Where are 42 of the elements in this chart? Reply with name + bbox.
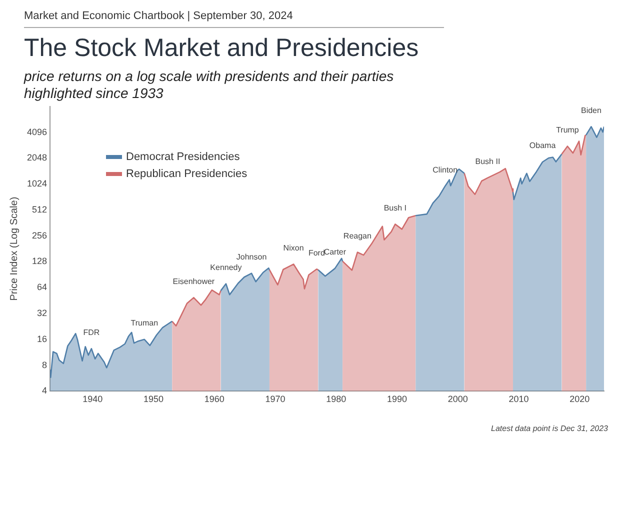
y-tick-label: 256 bbox=[32, 230, 48, 240]
y-tick-label: 64 bbox=[37, 282, 48, 292]
annotation: Clinton bbox=[432, 165, 458, 174]
x-tick-label: 2020 bbox=[570, 394, 590, 404]
y-tick-label: 8 bbox=[42, 360, 48, 370]
annotation: Carter bbox=[324, 248, 346, 257]
text: Latest data point is Dec 31, 2023 bbox=[491, 424, 608, 433]
chart-title: The Stock Market and Presidencies bbox=[24, 34, 419, 63]
y-axis-title: Price Index (Log Scale) bbox=[8, 196, 20, 301]
x-tick-label: 1990 bbox=[387, 394, 408, 404]
x-tick-label: 1950 bbox=[143, 394, 164, 404]
y-tick-label: 1024 bbox=[26, 178, 48, 189]
chart-subtitle: price returns on a log scale with presidents and their parties highlighted since 1933 bbox=[24, 68, 395, 102]
annotation: Nixon bbox=[283, 243, 304, 252]
x-tick-label: 1980 bbox=[326, 394, 346, 404]
annotation: Biden bbox=[580, 106, 602, 115]
legend-label: Democrat Presidencies bbox=[126, 150, 240, 162]
annotation: Obama bbox=[529, 141, 556, 150]
x-tick-label: 2010 bbox=[508, 394, 529, 404]
annotation: Ford bbox=[308, 248, 325, 258]
y-tick-label: 2048 bbox=[26, 152, 48, 163]
y-tick-label: 16 bbox=[37, 334, 48, 344]
y-tick-label: 4 bbox=[42, 386, 48, 396]
annotation: Kennedy bbox=[210, 262, 242, 272]
y-tick-label: 512 bbox=[32, 204, 48, 214]
annotation: Reagan bbox=[343, 231, 372, 240]
annotation: Eisenhower bbox=[172, 276, 215, 286]
x-tick-label: 1960 bbox=[204, 394, 224, 404]
y-tick-label: 32 bbox=[37, 308, 48, 318]
annotation: Truman bbox=[130, 318, 158, 328]
annotation: Trump bbox=[556, 125, 580, 134]
x-tick-label: 1970 bbox=[265, 394, 286, 404]
legend-label: Republican Presidencies bbox=[126, 168, 248, 180]
x-tick-label: 1940 bbox=[82, 394, 103, 404]
annotation: Bush II bbox=[475, 156, 500, 166]
text: Market and Economic Chartbook | September 30, 2024 bbox=[24, 10, 444, 28]
y-tick-label: 128 bbox=[32, 256, 48, 266]
y-tick-label: 4096 bbox=[26, 126, 48, 137]
annotation: FDR bbox=[83, 328, 100, 337]
x-tick-label: 2000 bbox=[448, 394, 468, 404]
annotation: Johnson bbox=[236, 252, 267, 262]
annotation: Bush I bbox=[384, 203, 407, 212]
